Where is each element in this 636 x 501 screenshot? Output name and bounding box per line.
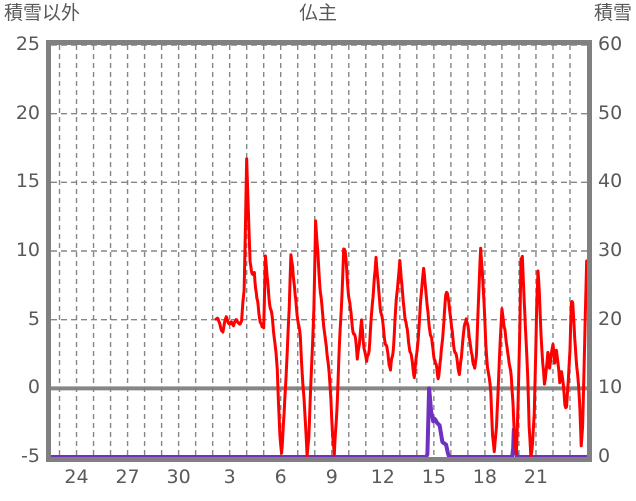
x-axis-tick: 18 [472,466,497,488]
y-axis-right-tick: 60 [598,33,623,55]
y-axis-right-tick: 10 [598,376,623,399]
y-axis-right-tick: 50 [598,101,623,124]
chart-title: 仏主 [298,2,337,24]
x-axis-tick: 6 [274,466,287,488]
y-axis-left-tick: 25 [15,33,40,55]
right-axis-title: 積雪 [593,2,632,24]
gridlines [51,44,587,457]
frame-stroke [46,40,592,462]
y-axis-left-tick: 20 [15,101,40,124]
y-axis-left-tick: 10 [15,239,40,261]
y-axis-left-tick: 5 [27,307,40,330]
y-axis-right-tick: 0 [598,445,611,467]
y-axis-left-tick: 15 [15,170,40,193]
plot-area [46,40,592,462]
x-axis-tick: 27 [115,466,140,488]
left-axis-title: 積雪以外 [4,2,81,24]
y-axis-right-tick: 20 [598,307,623,330]
x-axis-tick: 9 [325,466,338,488]
x-axis-tick: 21 [523,466,549,488]
x-axis-tick: 15 [421,466,446,488]
series-line-snow [51,386,587,457]
plot-svg [46,40,592,462]
y-axis-right-tick: 40 [598,170,623,193]
x-axis-tick: 3 [223,466,236,488]
y-axis-right-tick: 30 [598,239,623,261]
x-axis-tick: 12 [370,466,395,488]
series-line-non-snow [214,157,587,457]
y-axis-left-tick: 0 [27,376,40,399]
x-axis-tick: 24 [64,466,89,488]
y-axis-left-tick: -5 [21,445,40,467]
x-axis-tick: 30 [166,466,191,488]
